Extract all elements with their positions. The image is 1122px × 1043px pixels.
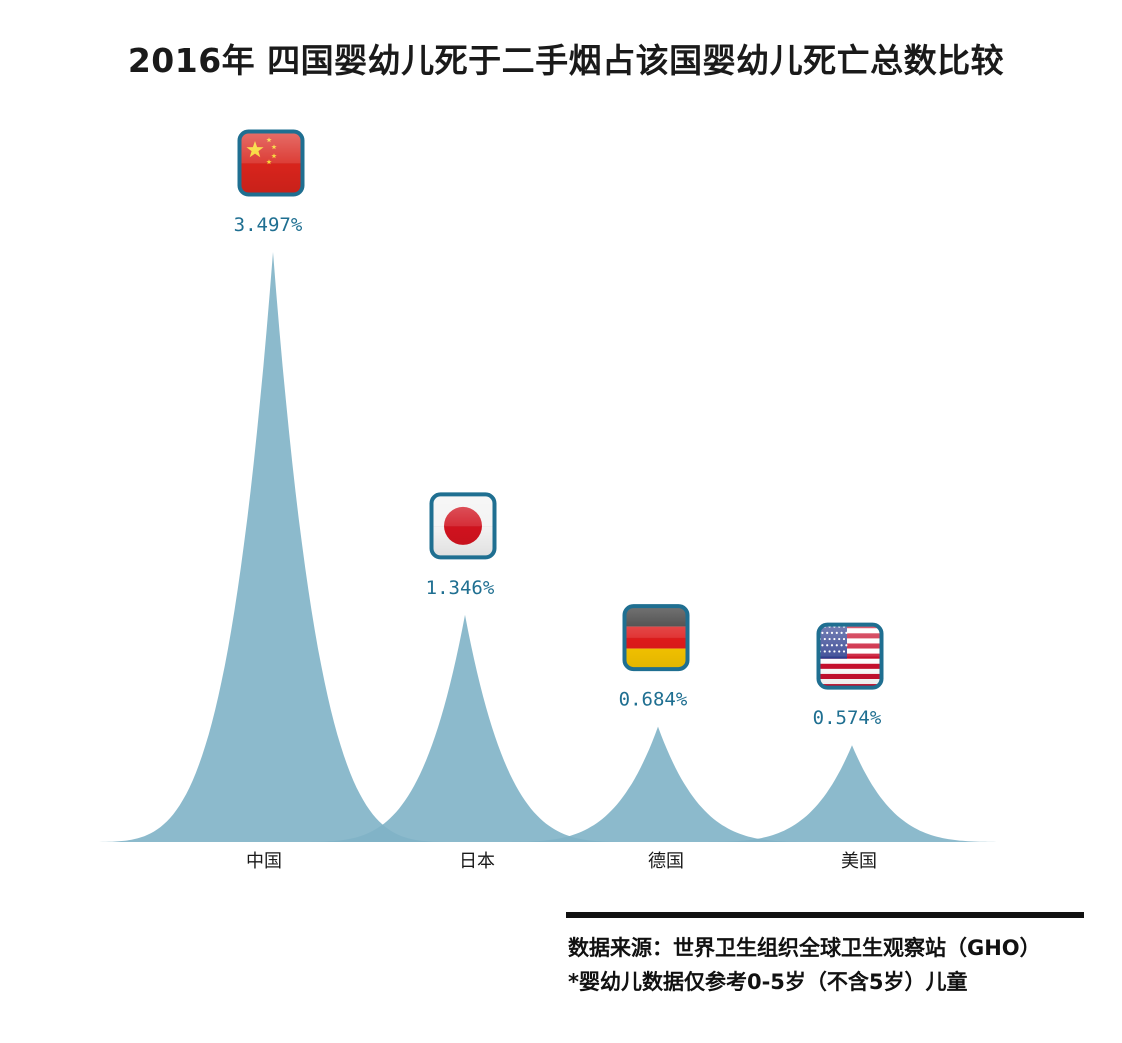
value-label: 0.574% (813, 707, 882, 729)
chart-title: 2016年 四国婴幼儿死于二手烟占该国婴幼儿死亡总数比较 (127, 41, 1005, 80)
japan-flag-icon (429, 492, 497, 560)
source-note: 数据来源：世界卫生组织全球卫生观察站（GHO） (568, 936, 1041, 960)
category-label: 德国 (648, 851, 684, 872)
china-flag-icon (237, 129, 305, 197)
category-label: 日本 (459, 851, 495, 872)
value-label: 0.684% (619, 689, 688, 711)
peak-usa (682, 745, 1022, 842)
peaks-layer (80, 252, 1022, 842)
source-divider (566, 912, 1084, 918)
usa-flag-icon (816, 622, 884, 690)
peak-china (80, 252, 466, 842)
footnote: *婴幼儿数据仅参考0-5岁（不含5岁）儿童 (568, 970, 968, 994)
value-label: 1.346% (426, 577, 495, 599)
flags-layer (237, 129, 884, 690)
germany-flag-icon (622, 604, 690, 672)
value-label: 3.497% (234, 214, 303, 236)
category-label: 中国 (246, 851, 282, 872)
labels-layer: 3.497% 中国 1.346% 日本 0.684% 德国 0.574% 美国 (234, 214, 882, 872)
peak-germany (483, 726, 833, 842)
category-label: 美国 (841, 851, 877, 872)
peak-japan (285, 614, 645, 842)
